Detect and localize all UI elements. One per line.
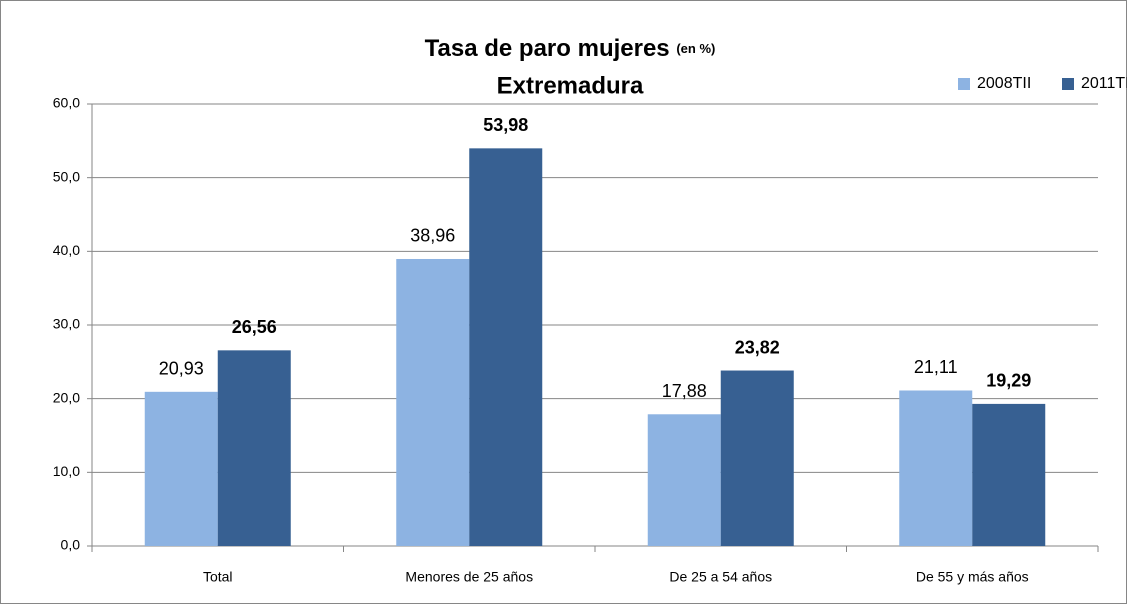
legend-label: 2011TII (1081, 75, 1127, 92)
legend-swatch (1062, 78, 1074, 90)
bar (469, 148, 543, 546)
legend-label: 2008TII (977, 75, 1031, 92)
y-tick-label: 50,0 (53, 168, 80, 184)
x-tick-label: De 55 y más años (916, 569, 1029, 585)
y-tick-label: 10,0 (53, 463, 80, 479)
bar (899, 390, 973, 546)
data-label: 23,82 (735, 337, 780, 357)
legend-swatch (958, 78, 970, 90)
data-label: 21,11 (914, 357, 958, 377)
data-label: 26,56 (232, 317, 277, 337)
y-tick-label: 20,0 (53, 389, 80, 405)
x-tick-label: Total (203, 569, 233, 585)
y-tick-label: 30,0 (53, 316, 80, 332)
data-label: 38,96 (410, 226, 455, 246)
y-tick-label: 0,0 (61, 537, 81, 553)
bar (396, 258, 470, 546)
bar (720, 370, 794, 546)
x-tick-label: Menores de 25 años (405, 569, 533, 585)
chart-subtitle: Extremadura (497, 72, 644, 99)
data-label: 53,98 (483, 115, 528, 135)
data-label: 19,29 (986, 371, 1031, 391)
chart-title-group: Tasa de paro mujeres (en %) (425, 35, 716, 62)
bar (972, 403, 1046, 546)
x-tick-label: De 25 a 54 años (669, 569, 772, 585)
bar (217, 350, 291, 546)
y-tick-label: 60,0 (53, 95, 80, 111)
bar (144, 391, 218, 546)
chart-title-note: (en %) (676, 41, 715, 56)
data-label: 20,93 (159, 359, 204, 379)
data-label: 17,88 (662, 381, 707, 401)
bar (647, 414, 721, 546)
y-tick-label: 40,0 (53, 242, 80, 258)
chart-title: Tasa de paro mujeres (425, 35, 670, 62)
